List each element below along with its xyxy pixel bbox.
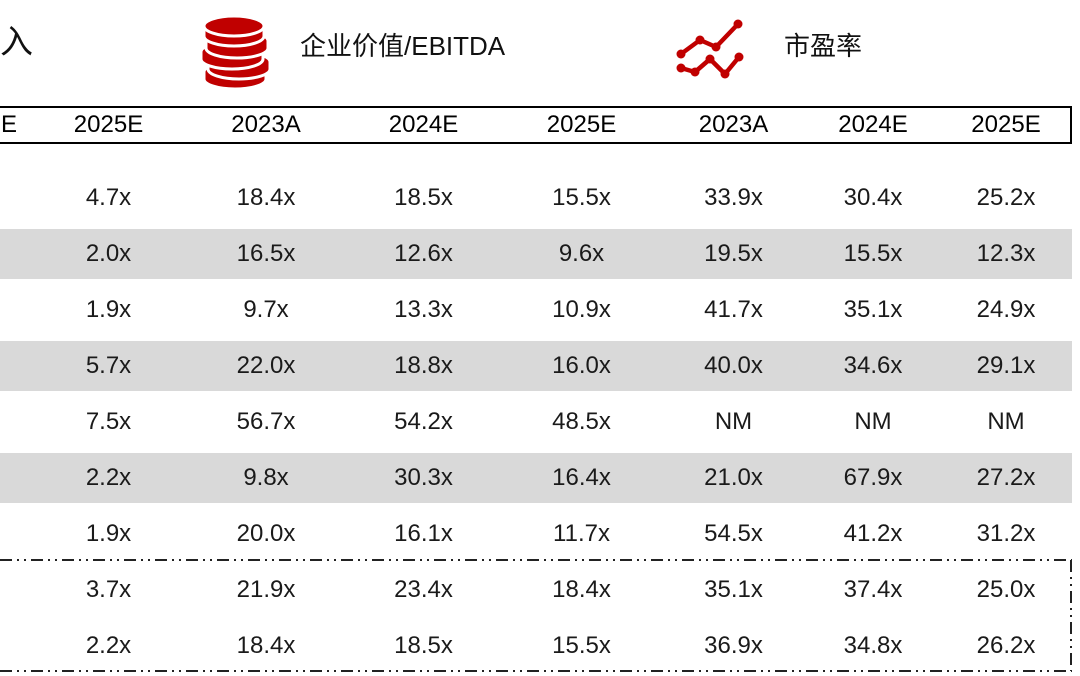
table-cell: 34.6x xyxy=(843,352,903,379)
table-cell: 35.1x xyxy=(704,576,763,603)
table-cell: 15.5x xyxy=(843,240,903,267)
table-cell: 9.8x xyxy=(243,464,289,491)
header-cell: 2023A xyxy=(698,111,769,138)
header-cell: 2023A xyxy=(231,111,301,138)
table-cell: 1.9x xyxy=(85,296,132,323)
table-cell: 9.6x xyxy=(558,240,605,267)
table-cell: 1.9x xyxy=(85,520,132,547)
table-cell: 13.3x xyxy=(394,296,453,323)
table-cell: 24.9x xyxy=(976,296,1036,323)
table-cell: 18.4x xyxy=(236,184,296,211)
table-cell: 4.7x xyxy=(85,184,132,211)
header-cell: 2025E xyxy=(73,111,144,138)
table-row: 1.9x 20.0x 16.1x 11.7x 54.5x 41.2x 31.2x xyxy=(0,506,1072,562)
table-cell: 27.2x xyxy=(976,464,1036,491)
table-cell: 40.0x xyxy=(704,352,763,379)
table-row: 4.7x 18.4x 18.5x 15.5x 33.9x 30.4x 25.2x xyxy=(0,170,1072,226)
table-cell: 48.5x xyxy=(552,408,611,435)
table-cell: NM xyxy=(714,408,753,435)
table-cell: 35.1x xyxy=(843,296,903,323)
table-cell: 26.2x xyxy=(976,632,1036,659)
table-header-row: E 2025E 2023A 2024E 2025E 2023A 2024E 2025E xyxy=(0,106,1072,144)
table-cell: 37.4x xyxy=(843,576,903,603)
table-cell: 34.8x xyxy=(843,632,903,659)
table-row: 5.7x 22.0x 18.8x 16.0x 40.0x 34.6x 29.1x xyxy=(0,338,1072,394)
table-row: 7.5x 56.7x 54.2x 48.5x NM NM NM xyxy=(0,394,1072,450)
table-cell: 29.1x xyxy=(976,352,1036,379)
table-cell: 20.0x xyxy=(236,520,296,547)
table-cell: 9.7x xyxy=(243,296,289,323)
table-cell: 31.2x xyxy=(976,520,1036,547)
table-cell: 30.4x xyxy=(843,184,903,211)
legend-label-pe: 市盈率 xyxy=(784,31,863,61)
table-cell: 5.7x xyxy=(85,352,132,379)
table-row: 1.9x 9.7x 13.3x 10.9x 41.7x 35.1x 24.9x xyxy=(0,282,1072,338)
table-body: 4.7x 18.4x 18.5x 15.5x 33.9x 30.4x 25.2x 2.0x 16… xyxy=(0,170,1072,674)
table-row: 2.2x 9.8x 30.3x 16.4x 21.0x 67.9x 27.2x xyxy=(0,450,1072,506)
table-cell: 12.6x xyxy=(394,240,453,267)
table-cell: 10.9x xyxy=(552,296,611,323)
table-cell: 16.0x xyxy=(552,352,611,379)
header-cell: E xyxy=(1,111,18,138)
table-cell: NM xyxy=(854,408,892,435)
line-chart-icon xyxy=(676,19,744,79)
header-cell: 2025E xyxy=(971,111,1041,138)
table-cell: 15.5x xyxy=(552,184,611,211)
table-cell: 16.5x xyxy=(236,240,296,267)
table-cell: 67.9x xyxy=(843,464,903,491)
table-cell: 56.7x xyxy=(236,408,296,435)
table-cell: 41.7x xyxy=(704,296,763,323)
legend-label-ev-ebitda: 企业价值/EBITDA xyxy=(300,31,506,61)
coins-icon xyxy=(199,14,272,91)
table-cell: 12.3x xyxy=(976,240,1036,267)
table-cell: NM xyxy=(987,408,1025,435)
table-cell: 41.2x xyxy=(843,520,903,547)
table-row: 2.2x 18.4x 18.5x 15.5x 36.9x 34.8x 26.2x xyxy=(0,618,1072,674)
table-cell: 2.2x xyxy=(85,632,132,659)
table-cell: 16.1x xyxy=(394,520,453,547)
table-cell: 25.2x xyxy=(976,184,1036,211)
table-cell: 11.7x xyxy=(553,520,610,547)
table-cell: 15.5x xyxy=(552,632,611,659)
table-cell: 30.3x xyxy=(394,464,453,491)
table-cell: 18.8x xyxy=(394,352,453,379)
table-cell: 16.4x xyxy=(552,464,611,491)
table-cell: 54.5x xyxy=(704,520,763,547)
table-cell: 2.2x xyxy=(85,464,132,491)
table-cell: 36.9x xyxy=(704,632,763,659)
table-cell: 25.0x xyxy=(976,576,1036,603)
header-cell: 2025E xyxy=(546,111,617,138)
table-cell: 18.5x xyxy=(394,632,453,659)
header-cell: 2024E xyxy=(838,111,908,138)
table-cell: 18.4x xyxy=(552,576,611,603)
table-cell: 23.4x xyxy=(394,576,453,603)
table-row: 2.0x 16.5x 12.6x 9.6x 19.5x 15.5x 12.3x xyxy=(0,226,1072,282)
table-cell: 22.0x xyxy=(236,352,296,379)
table-cell: 21.0x xyxy=(704,464,763,491)
revenue-partial-label: 入 xyxy=(0,23,33,60)
header-cell: 2024E xyxy=(388,111,459,138)
table-cell: 21.9x xyxy=(236,576,296,603)
table-cell: 54.2x xyxy=(394,408,453,435)
table-cell: 33.9x xyxy=(704,184,763,211)
table-cell: 19.5x xyxy=(704,240,763,267)
table-cell: 2.0x xyxy=(85,240,132,267)
table-cell: 18.4x xyxy=(236,632,296,659)
table-cell: 3.7x xyxy=(85,576,132,603)
table-row: 3.7x 21.9x 23.4x 18.4x 35.1x 37.4x 25.0x xyxy=(0,562,1072,618)
table-cell: 7.5x xyxy=(85,408,132,435)
table-cell: 18.5x xyxy=(394,184,453,211)
